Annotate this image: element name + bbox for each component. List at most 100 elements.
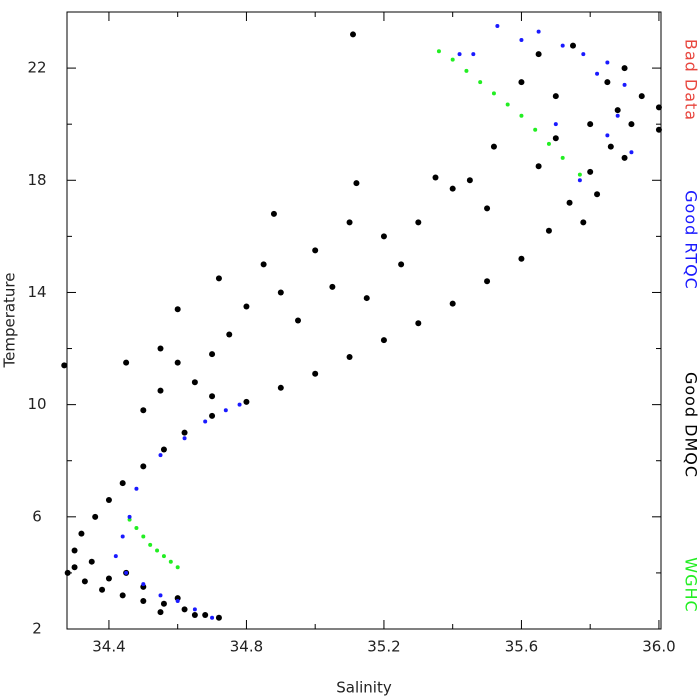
scatter-point xyxy=(478,80,483,85)
scatter-point xyxy=(605,133,610,138)
x-tick-label: 35.6 xyxy=(505,638,538,656)
scatter-point xyxy=(141,582,146,587)
scatter-point xyxy=(182,436,187,441)
x-tick-label: 34.4 xyxy=(92,638,125,656)
scatter-point xyxy=(141,534,146,539)
scatter-point xyxy=(92,513,99,520)
scatter-point xyxy=(105,496,112,503)
scatter-point xyxy=(519,113,524,118)
scatter-point xyxy=(353,180,360,187)
x-tick-label: 36.0 xyxy=(642,638,675,656)
legend-entry: Good RTQC xyxy=(682,190,700,290)
scatter-point xyxy=(175,565,180,570)
scatter-point xyxy=(628,121,635,128)
scatter-point xyxy=(484,205,491,212)
scatter-point xyxy=(518,79,525,86)
scatter-point xyxy=(595,71,600,76)
scatter-point xyxy=(174,306,181,313)
scatter-point xyxy=(580,219,587,226)
scatter-point xyxy=(655,104,662,111)
scatter-point xyxy=(464,68,469,73)
plot-frame xyxy=(66,11,662,630)
scatter-point xyxy=(471,52,476,57)
scatter-point xyxy=(346,353,353,360)
x-axis-label: Salinity xyxy=(336,679,392,697)
scatter-point xyxy=(123,359,130,366)
scatter-point xyxy=(436,49,441,54)
scatter-point xyxy=(157,387,164,394)
scatter-point xyxy=(226,331,233,338)
scatter-point xyxy=(432,174,439,181)
scatter-point xyxy=(140,597,147,604)
scatter-point xyxy=(518,255,525,262)
scatter-point xyxy=(312,247,319,254)
scatter-point xyxy=(346,219,353,226)
legend-entry: Bad Data xyxy=(682,39,700,121)
scatter-point xyxy=(553,122,558,127)
scatter-point xyxy=(552,135,559,142)
scatter-point xyxy=(295,317,301,324)
scatter-point xyxy=(209,351,216,358)
scatter-point xyxy=(552,93,559,100)
scatter-point xyxy=(157,345,164,352)
scatter-point xyxy=(181,606,188,613)
y-axis-label: Temperature xyxy=(1,272,19,368)
scatter-point xyxy=(270,210,277,217)
scatter-point xyxy=(209,412,216,419)
y-tick-label: 14 xyxy=(27,283,46,301)
scatter-point xyxy=(495,24,500,29)
scatter-point xyxy=(535,163,542,170)
scatter-point xyxy=(71,564,78,571)
scatter-point xyxy=(566,199,573,206)
scatter-point xyxy=(140,407,147,414)
scatter-point xyxy=(621,154,628,161)
scatter-point xyxy=(191,379,198,386)
x-tick-label: 35.2 xyxy=(367,638,400,656)
scatter-point xyxy=(160,600,167,607)
scatter-point xyxy=(223,408,228,413)
scatter-point xyxy=(127,517,132,522)
scatter-point xyxy=(148,542,153,547)
y-tick-label: 22 xyxy=(27,59,46,77)
scatter-point xyxy=(560,155,565,160)
scatter-point xyxy=(160,446,167,453)
legend-entry: WGHC xyxy=(682,557,700,612)
scatter-point xyxy=(605,60,610,65)
scatter-point xyxy=(449,185,456,192)
scatter-point xyxy=(192,607,197,612)
scatter-point xyxy=(545,227,552,234)
scatter-point xyxy=(594,191,601,198)
scatter-point xyxy=(243,303,250,310)
scatter-point xyxy=(134,486,139,491)
scatter-point xyxy=(161,554,166,559)
scatter-point xyxy=(124,570,129,575)
scatter-point xyxy=(260,261,267,268)
y-tick-label: 10 xyxy=(27,395,46,413)
scatter-point xyxy=(607,143,614,150)
scatter-point xyxy=(350,31,356,38)
scatter-point xyxy=(638,93,645,100)
scatter-point xyxy=(457,52,462,57)
scatter-point xyxy=(277,289,284,296)
scatter-point xyxy=(415,320,422,327)
scatter-point xyxy=(120,534,125,539)
scatter-point xyxy=(210,615,215,620)
x-tick-label: 34.8 xyxy=(230,638,263,656)
scatter-point xyxy=(570,42,576,49)
scatter-point xyxy=(71,547,78,554)
scatter-point xyxy=(312,370,319,377)
scatter-point xyxy=(577,172,582,177)
scatter-point xyxy=(64,569,71,576)
scatter-point xyxy=(615,113,620,118)
scatter-point xyxy=(105,575,112,582)
scatter-point xyxy=(380,233,387,240)
scatter-point xyxy=(174,359,181,366)
scatter-point xyxy=(546,141,551,146)
scatter-point xyxy=(581,52,586,57)
scatter-point xyxy=(490,143,497,150)
scatter-point xyxy=(158,453,163,458)
y-tick-label: 6 xyxy=(32,507,42,525)
scatter-point xyxy=(113,554,118,559)
scatter-point xyxy=(621,65,628,72)
scatter-point xyxy=(119,480,126,487)
